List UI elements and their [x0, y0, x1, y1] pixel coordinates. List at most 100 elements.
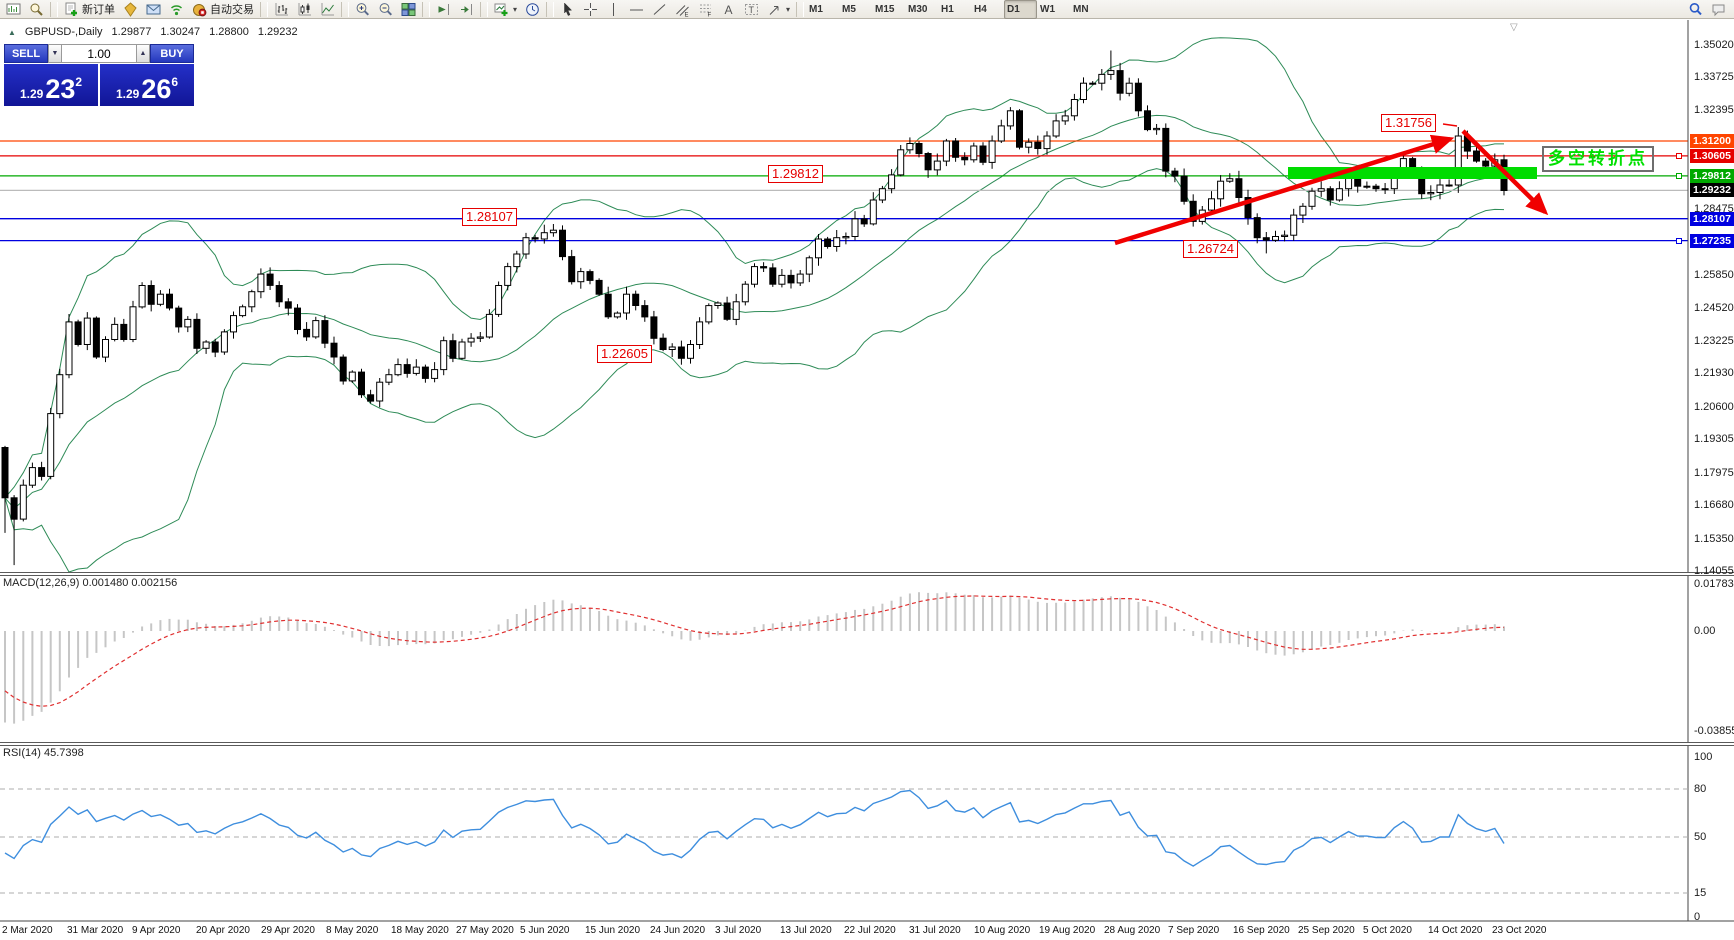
- sell-price-pips: 23: [45, 74, 76, 104]
- crosshair-tool-button[interactable]: [580, 0, 601, 19]
- chart-area: ▲ GBPUSD-,Daily 1.29877 1.30247 1.28800 …: [0, 20, 1734, 940]
- toolbar-separator: [422, 1, 430, 17]
- low-value: 1.28800: [209, 26, 249, 38]
- volume-up-button[interactable]: ▲: [136, 44, 150, 63]
- charts-button[interactable]: [3, 0, 24, 19]
- timeframe-m1-button[interactable]: M1: [809, 3, 823, 15]
- zoom-in-button[interactable]: [352, 0, 373, 19]
- price-annotation[interactable]: 1.26724: [1183, 240, 1238, 258]
- volume-input[interactable]: [62, 44, 136, 63]
- volume-down-button[interactable]: ▼: [48, 44, 62, 63]
- message-icon: [146, 2, 161, 17]
- macd-signal-line: [4, 595, 1505, 707]
- date-axis-label: 31 Mar 2020: [67, 925, 124, 936]
- price-axis-tick: 1.33725: [1694, 71, 1734, 83]
- note-annotation[interactable]: 多空转折点: [1542, 146, 1654, 172]
- date-axis-label: 22 Jul 2020: [844, 925, 896, 936]
- autotrade-icon: [192, 2, 207, 17]
- high-value: 1.30247: [160, 26, 201, 38]
- trend-arrow: [1461, 129, 1549, 216]
- search-button[interactable]: [1685, 0, 1706, 19]
- label-icon: T: [744, 2, 759, 17]
- arrows-tool-button[interactable]: ▾: [764, 0, 793, 19]
- toolbar-separator: [796, 1, 805, 17]
- chart-shift-marker[interactable]: ▽: [1510, 22, 1518, 33]
- annotation-connector: [1442, 123, 1458, 127]
- rsi-axis-tick: 0: [1694, 911, 1701, 923]
- horizontal-line-tool-button[interactable]: [626, 0, 647, 19]
- price-annotation[interactable]: 1.31756: [1381, 114, 1436, 132]
- date-axis-label: 10 Aug 2020: [974, 925, 1031, 936]
- timeframe-mn-button[interactable]: MN: [1073, 3, 1089, 15]
- buy-button[interactable]: BUY: [150, 44, 194, 63]
- auto-scroll-button[interactable]: [433, 0, 454, 19]
- trendline-tool-button[interactable]: [649, 0, 670, 19]
- bollinger-upper-band: [4, 37, 1504, 499]
- price-axis-tick: 1.16680: [1694, 499, 1734, 511]
- price-annotation[interactable]: 1.29812: [768, 165, 823, 183]
- add-indicator-button[interactable]: ▾: [491, 0, 520, 19]
- date-axis-label: 18 May 2020: [391, 925, 449, 936]
- timeframe-h1-button[interactable]: H1: [941, 3, 954, 15]
- rsi-axis-tick: 100: [1694, 751, 1713, 763]
- candlestick-chart-button[interactable]: [294, 0, 315, 19]
- timeframe-w1-button[interactable]: W1: [1040, 3, 1056, 15]
- price-annotation[interactable]: 1.28107: [462, 208, 517, 226]
- zoom-out-button[interactable]: [375, 0, 396, 19]
- indicators-button[interactable]: [120, 0, 141, 19]
- rsi-indicator-label: RSI(14) 45.7398: [3, 747, 84, 759]
- autotrading-button[interactable]: 自动交易: [189, 0, 257, 19]
- chat-icon: [1711, 2, 1726, 17]
- charts-grid-icon: [6, 2, 21, 17]
- vline-icon: [606, 2, 621, 17]
- date-axis-label: 20 Apr 2020: [196, 925, 250, 936]
- price-annotation[interactable]: 1.22605: [597, 345, 652, 363]
- buy-price[interactable]: 1.29 26 6: [100, 64, 194, 106]
- period-clock-button[interactable]: [522, 0, 543, 19]
- cursor-icon: [560, 1, 575, 17]
- pane-splitter[interactable]: [0, 742, 1734, 746]
- line-handle[interactable]: [1676, 238, 1682, 244]
- date-axis-label: 7 Sep 2020: [1168, 925, 1220, 936]
- pane-splitter[interactable]: [0, 572, 1734, 576]
- timeframe-m30-button[interactable]: M30: [908, 3, 928, 15]
- chat-button[interactable]: [1708, 0, 1729, 19]
- timeframe-h4-button[interactable]: H4: [974, 3, 987, 15]
- date-axis-label: 5 Jun 2020: [520, 925, 570, 936]
- timeframe-d1-button[interactable]: D1: [1004, 0, 1038, 19]
- text-tool-button[interactable]: A: [718, 0, 739, 19]
- chart-shift-button[interactable]: [456, 0, 477, 19]
- vertical-line-tool-button[interactable]: [603, 0, 624, 19]
- timeframe-m15-button[interactable]: M15: [875, 3, 895, 15]
- sell-button[interactable]: SELL: [4, 44, 48, 63]
- date-axis-label: 13 Jul 2020: [780, 925, 832, 936]
- chevron-down-icon: ▾: [786, 4, 791, 14]
- data-window-button[interactable]: [26, 0, 47, 19]
- new-order-button[interactable]: 新订单: [61, 0, 118, 19]
- rsi-axis-tick: 50: [1694, 831, 1707, 843]
- price-line-label: 1.31200: [1690, 134, 1734, 148]
- macd-axis-tick: 0.017833: [1694, 578, 1734, 590]
- trendline-icon: [652, 2, 667, 17]
- clock-icon: [525, 2, 540, 17]
- buy-price-point: 6: [171, 75, 179, 89]
- cursor-tool-button[interactable]: [557, 0, 578, 19]
- bar-chart-button[interactable]: [271, 0, 292, 19]
- line-handle[interactable]: [1676, 173, 1682, 179]
- line-chart-button[interactable]: [317, 0, 338, 19]
- fibonacci-tool-button[interactable]: F: [695, 0, 716, 19]
- label-tool-button[interactable]: T: [741, 0, 762, 19]
- price-axis-tick: 1.14055: [1694, 565, 1734, 577]
- line-handle[interactable]: [1676, 153, 1682, 159]
- shift-chart-icon: [436, 2, 451, 17]
- signals-button[interactable]: [166, 0, 187, 19]
- channel-tool-button[interactable]: E: [672, 0, 693, 19]
- candle-chart-icon: [297, 2, 312, 17]
- tile-windows-icon: [401, 2, 416, 17]
- mail-button[interactable]: [143, 0, 164, 19]
- timeframe-m5-button[interactable]: M5: [842, 3, 856, 15]
- sell-price[interactable]: 1.29 23 2: [4, 64, 98, 106]
- price-line-label: 1.30605: [1690, 149, 1734, 163]
- collapse-icon[interactable]: ▲: [8, 27, 16, 37]
- tile-windows-button[interactable]: [398, 0, 419, 19]
